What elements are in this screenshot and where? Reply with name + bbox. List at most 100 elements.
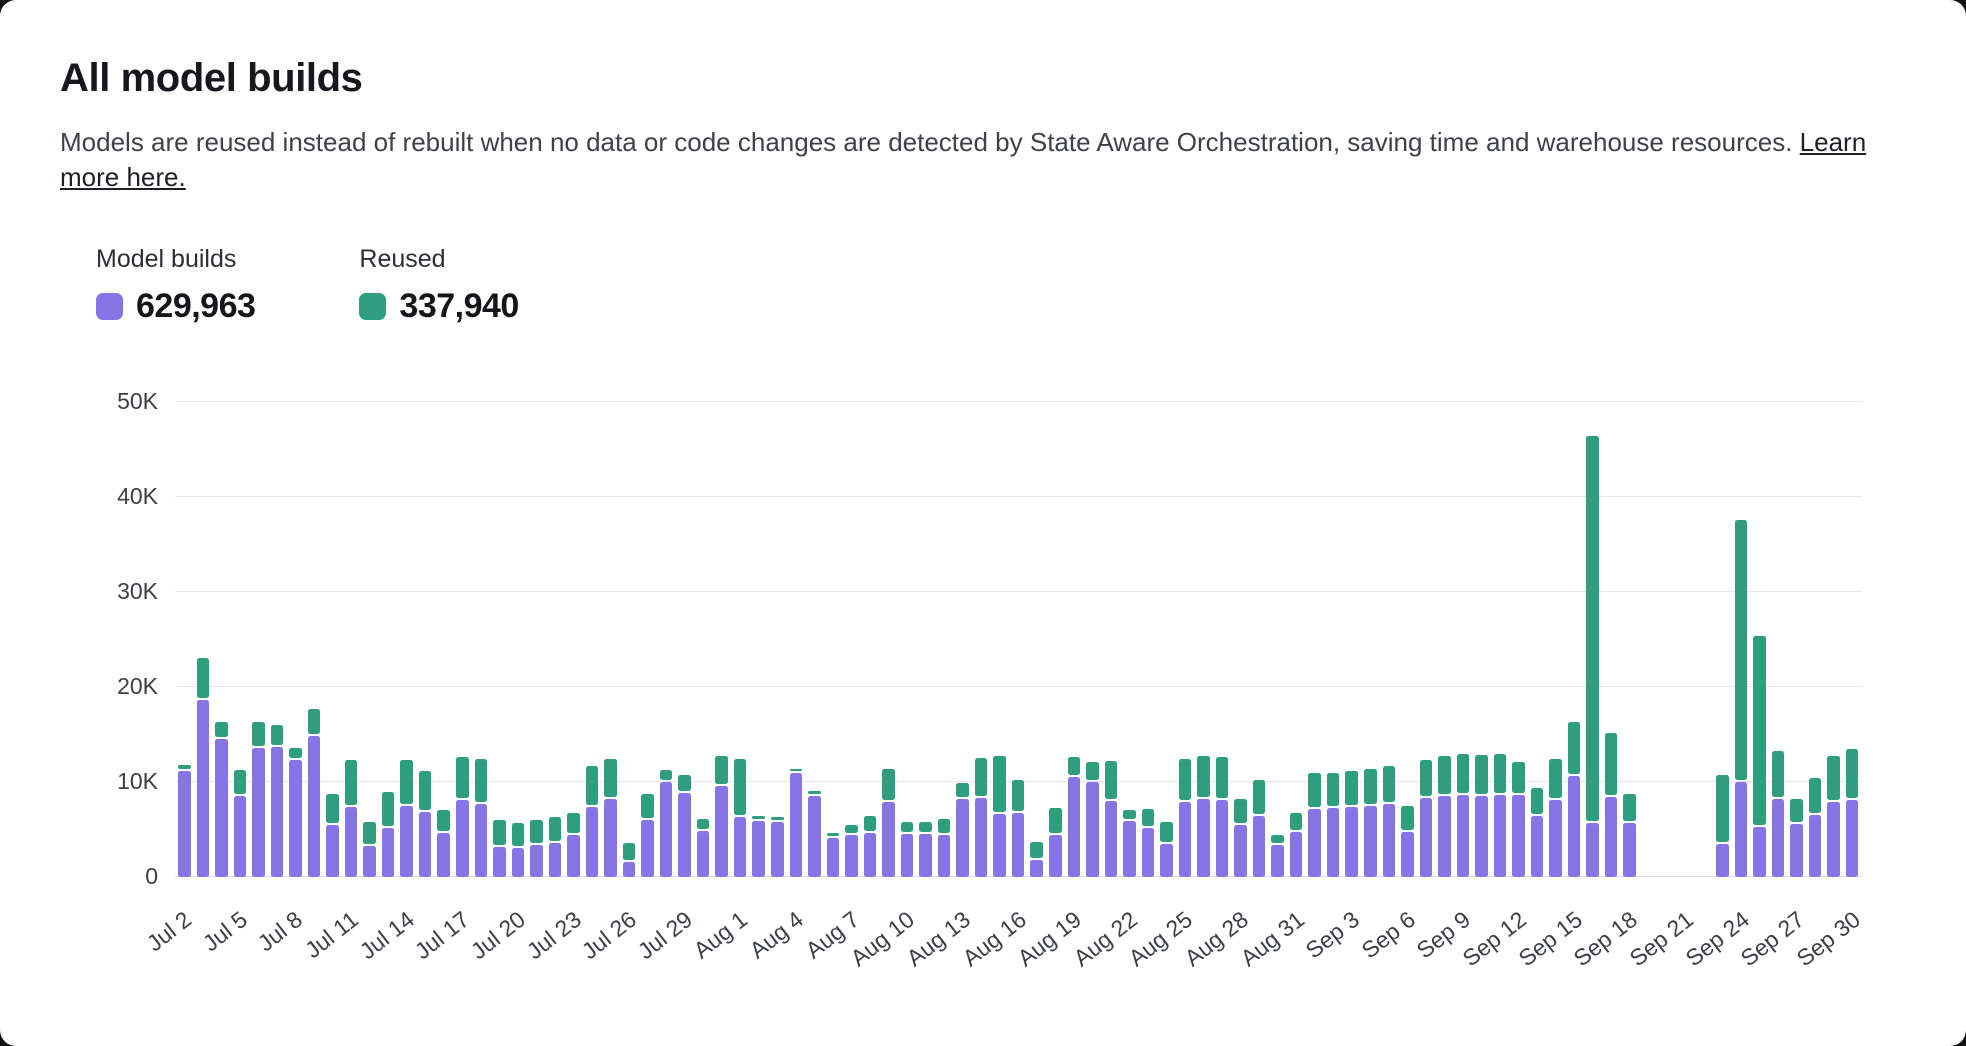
bar-sep-6[interactable] <box>1398 402 1417 878</box>
bar-aug-11[interactable] <box>916 402 935 878</box>
bar-jul-30[interactable] <box>694 402 713 878</box>
bar-sep-4[interactable] <box>1361 402 1380 878</box>
bar-aug-23[interactable] <box>1139 402 1158 878</box>
reused-segment <box>289 747 302 759</box>
bar-sep-13[interactable] <box>1528 402 1547 878</box>
bar-jul-11[interactable] <box>342 402 361 878</box>
bar-jul-27[interactable] <box>638 402 657 878</box>
bar-aug-28[interactable] <box>1231 402 1250 878</box>
bar-jul-16[interactable] <box>434 402 453 878</box>
bar-aug-3[interactable] <box>768 402 787 878</box>
bar-sep-29[interactable] <box>1824 402 1843 878</box>
bar-aug-12[interactable] <box>935 402 954 878</box>
bar-jul-3[interactable] <box>194 402 213 878</box>
bar-sep-5[interactable] <box>1380 402 1399 878</box>
gridline-30K <box>175 591 1862 593</box>
bar-sep-1[interactable] <box>1305 402 1324 878</box>
bar-jul-5[interactable] <box>231 402 250 878</box>
bar-aug-6[interactable] <box>824 402 843 878</box>
bar-jul-31[interactable] <box>712 402 731 878</box>
bar-sep-2[interactable] <box>1324 402 1343 878</box>
bar-aug-29[interactable] <box>1250 402 1269 878</box>
bar-sep-25[interactable] <box>1750 402 1769 878</box>
bar-sep-23[interactable] <box>1713 402 1732 878</box>
bar-aug-15[interactable] <box>990 402 1009 878</box>
bar-sep-12[interactable] <box>1509 402 1528 878</box>
bar-jul-9[interactable] <box>305 402 324 878</box>
bar-sep-18[interactable] <box>1620 402 1639 878</box>
bar-sep-17[interactable] <box>1602 402 1621 878</box>
bar-jul-15[interactable] <box>416 402 435 878</box>
bar-jul-14[interactable] <box>397 402 416 878</box>
bar-aug-30[interactable] <box>1268 402 1287 878</box>
bar-jul-19[interactable] <box>490 402 509 878</box>
bar-aug-2[interactable] <box>749 402 768 878</box>
bar-aug-13[interactable] <box>953 402 972 878</box>
bar-sep-8[interactable] <box>1435 402 1454 878</box>
bar-sep-3[interactable] <box>1342 402 1361 878</box>
bar-sep-24[interactable] <box>1732 402 1751 878</box>
bar-aug-19[interactable] <box>1065 402 1084 878</box>
model-builds-segment <box>993 813 1006 878</box>
bar-aug-10[interactable] <box>898 402 917 878</box>
bar-sep-20[interactable] <box>1658 402 1677 877</box>
bar-sep-27[interactable] <box>1787 402 1806 878</box>
bar-jul-25[interactable] <box>601 402 620 878</box>
bar-jul-18[interactable] <box>472 402 491 878</box>
bar-jul-6[interactable] <box>249 402 268 878</box>
legend-item-reused[interactable]: Reused 337,940 <box>359 245 519 326</box>
bar-sep-11[interactable] <box>1491 402 1510 878</box>
bar-aug-18[interactable] <box>1046 402 1065 878</box>
bar-aug-31[interactable] <box>1287 402 1306 878</box>
bar-jul-23[interactable] <box>564 402 583 878</box>
bar-jul-17[interactable] <box>453 402 472 878</box>
bar-jul-29[interactable] <box>675 402 694 878</box>
bar-jul-10[interactable] <box>323 402 342 878</box>
bar-jul-13[interactable] <box>379 402 398 878</box>
bar-jul-22[interactable] <box>546 402 565 878</box>
bar-aug-21[interactable] <box>1102 402 1121 878</box>
bar-aug-24[interactable] <box>1157 402 1176 878</box>
y-tick-30K: 30K <box>117 578 158 605</box>
bar-jul-20[interactable] <box>509 402 528 878</box>
bar-sep-26[interactable] <box>1769 402 1788 878</box>
bar-sep-15[interactable] <box>1565 402 1584 878</box>
bar-jul-28[interactable] <box>657 402 676 878</box>
bar-jul-4[interactable] <box>212 402 231 878</box>
bar-jul-8[interactable] <box>286 402 305 878</box>
bar-aug-5[interactable] <box>805 402 824 878</box>
bar-sep-28[interactable] <box>1806 402 1825 878</box>
bar-jul-21[interactable] <box>527 402 546 878</box>
bar-aug-25[interactable] <box>1176 402 1195 878</box>
bar-sep-10[interactable] <box>1472 402 1491 878</box>
model-builds-segment <box>900 833 914 878</box>
bar-jul-24[interactable] <box>583 402 602 878</box>
bar-aug-16[interactable] <box>1009 402 1028 878</box>
gridline-40K <box>175 496 1862 498</box>
bar-aug-27[interactable] <box>1213 402 1232 878</box>
legend-item-model-builds[interactable]: Model builds 629,963 <box>96 245 256 326</box>
bar-sep-7[interactable] <box>1417 402 1436 878</box>
bar-sep-16[interactable] <box>1583 402 1602 878</box>
bar-aug-14[interactable] <box>972 402 991 878</box>
bar-jul-26[interactable] <box>620 402 639 878</box>
bar-jul-2[interactable] <box>175 402 194 878</box>
bar-sep-22[interactable] <box>1695 402 1714 877</box>
bar-aug-17[interactable] <box>1027 402 1046 878</box>
bar-aug-4[interactable] <box>787 402 806 878</box>
bar-aug-22[interactable] <box>1120 402 1139 878</box>
bar-aug-26[interactable] <box>1194 402 1213 878</box>
bar-aug-9[interactable] <box>879 402 898 878</box>
bar-jul-12[interactable] <box>360 402 379 878</box>
bar-aug-7[interactable] <box>842 402 861 878</box>
bar-sep-9[interactable] <box>1454 402 1473 878</box>
bar-aug-1[interactable] <box>731 402 750 878</box>
bar-sep-30[interactable] <box>1843 402 1862 878</box>
bar-sep-14[interactable] <box>1546 402 1565 878</box>
bar-sep-19[interactable] <box>1639 402 1658 877</box>
bar-jul-7[interactable] <box>268 402 287 878</box>
bar-aug-8[interactable] <box>861 402 880 878</box>
bar-aug-20[interactable] <box>1083 402 1102 878</box>
learn-more-link[interactable]: Learn more here. <box>60 127 1867 193</box>
bar-sep-21[interactable] <box>1676 402 1695 877</box>
